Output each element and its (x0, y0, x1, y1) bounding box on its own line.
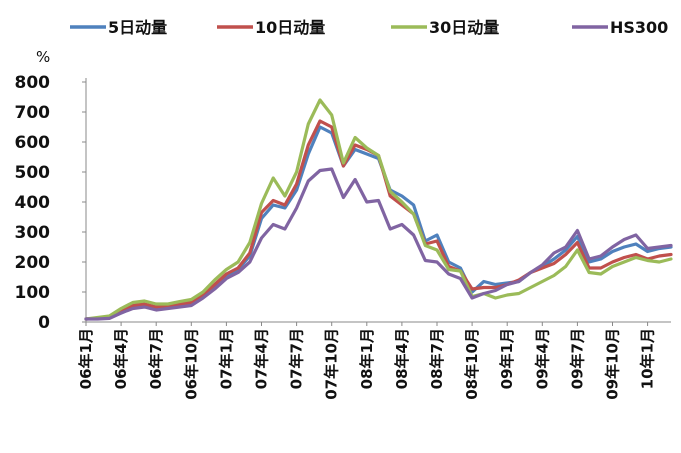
x-tick-label: 07年1月 (217, 328, 235, 389)
x-tick-label: 09年10月 (604, 328, 622, 400)
x-tick-label: 06年7月 (147, 328, 165, 389)
y-tick-label: 100 (15, 283, 51, 303)
legend-label-1: 5日动量 (108, 18, 167, 37)
legend-label-3: 30日动量 (429, 18, 499, 37)
x-tick-label: 07年7月 (288, 328, 306, 389)
y-tick-label: 200 (15, 253, 51, 273)
legend: 5日动量 10日动量 30日动量 HS300 (70, 18, 668, 37)
x-tick-label: 08年10月 (463, 328, 481, 400)
y-tick-label: 0 (38, 313, 50, 333)
x-tick-label: 08年4月 (393, 328, 411, 389)
x-tick-label: 09年1月 (498, 328, 516, 389)
y-tick-label: 700 (15, 103, 51, 123)
y-tick-label: 500 (15, 163, 51, 183)
y-axis-ticks: 0 100 200 300 400 500 600 700 800 (15, 73, 86, 333)
x-tick-label: 09年4月 (533, 328, 551, 389)
x-tick-label: 07年10月 (323, 328, 341, 400)
x-tick-label: 07年4月 (253, 328, 271, 389)
x-tick-label: 06年4月 (112, 328, 130, 389)
legend-label-2: 10日动量 (255, 18, 325, 37)
y-tick-label: 800 (15, 73, 51, 93)
y-tick-label: 400 (15, 193, 51, 213)
x-tick-label: 10年1月 (639, 328, 657, 389)
series-line-3 (84, 98, 673, 321)
y-axis-unit-label: % (36, 48, 50, 66)
series-lines (84, 98, 673, 321)
y-tick-label: 600 (15, 133, 51, 153)
x-tick-label: 09年7月 (568, 328, 586, 389)
legend-label-4: HS300 (610, 18, 668, 37)
x-tick-label: 08年7月 (428, 328, 446, 389)
x-tick-label: 06年1月 (77, 328, 95, 389)
x-axis-ticks: 06年1月 06年4月 06年7月 06年10月 07年1月 07年4月 07年7月 07年1… (77, 322, 657, 400)
x-tick-label: 06年10月 (182, 328, 200, 400)
x-tick-label: 08年1月 (358, 328, 376, 389)
series-line-2 (84, 119, 673, 321)
y-tick-label: 300 (15, 223, 51, 243)
series-line-4 (84, 167, 673, 321)
axes (85, 78, 671, 323)
